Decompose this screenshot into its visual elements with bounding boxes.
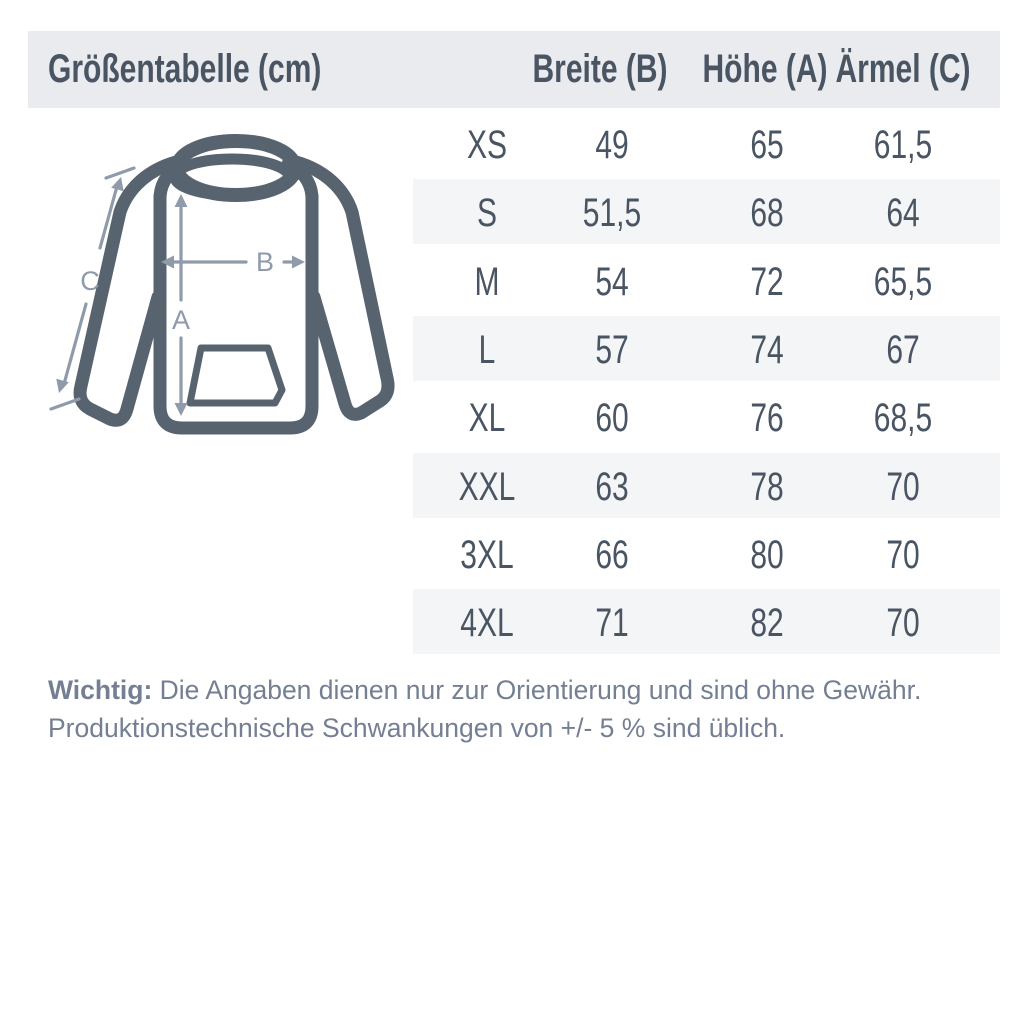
measure-value: 49 [595,123,629,167]
dim-c-arrowhead-up [111,177,124,192]
table-row: L 57 74 67 [413,315,1000,381]
dim-label-a: A [172,305,190,335]
footnote-lead: Wichtig: [48,675,153,705]
hood-collar [169,153,295,201]
size-label: XXL [458,464,516,509]
dim-c-line [62,302,88,386]
dim-c-tick-bottom [49,397,81,411]
dim-c-arrowhead-down [56,378,69,393]
footnote-line1: Die Angaben dienen nur zur Orientierung … [159,675,922,705]
measure-value: 54 [595,259,629,304]
dim-a-arrowhead-down [174,403,188,416]
dim-b-arrowhead-right [292,255,305,269]
dim-a-arrowhead-up [174,194,188,207]
measure-value: 61,5 [873,123,933,167]
torso-outline [153,157,319,435]
table-row: XXL 63 78 70 [413,452,1000,518]
measure-value: 74 [750,327,784,372]
column-header-breite: Breite (B) [532,47,668,91]
size-label: L [478,327,496,372]
pocket-outline [186,344,286,407]
page-title: Größentabelle (cm) [48,47,322,91]
size-label: XS [466,123,508,167]
measure-value: 64 [886,191,920,236]
table-row: 4XL 71 82 70 [413,589,1000,655]
measure-value: 51,5 [582,191,642,236]
dim-c-line [98,188,118,250]
measure-value: 65 [750,123,784,167]
table-row: 3XL 66 80 70 [413,521,1000,586]
table-row: M 54 72 65,5 [413,248,1000,313]
footnote: Wichtig: Die Angaben dienen nur zur Orie… [48,671,921,747]
measure-value: 67 [886,327,920,372]
size-label: 4XL [460,601,514,646]
measure-value: 80 [750,532,784,577]
dim-label-b: B [256,247,274,277]
measure-value: 82 [750,601,784,646]
measure-value: 66 [595,532,629,577]
measure-value: 76 [750,396,784,441]
measure-value: 70 [886,601,920,646]
measure-value: 68 [750,191,784,236]
size-label: M [474,259,500,304]
measure-value: 70 [886,464,920,509]
left-sleeve [73,155,183,427]
size-label: 3XL [460,532,514,577]
table-header: Größentabelle (cm) Breite (B) Höhe (A) Ä… [28,31,1000,108]
size-label: XL [468,396,506,441]
measure-value: 72 [750,259,784,304]
measure-value: 63 [595,464,629,509]
table-row: XL 60 76 68,5 [413,384,1000,449]
dim-c-tick-top [104,166,136,180]
table-row: S 51,5 68 64 [413,179,1000,245]
measure-value: 57 [595,327,629,372]
table-row: XS 49 65 61,5 [413,111,1000,176]
size-label: S [476,191,498,236]
measure-value: 65,5 [873,259,933,304]
column-header-hoehe: Höhe (A) [702,47,828,91]
measure-value: 68,5 [873,396,933,441]
measure-value: 78 [750,464,784,509]
dim-label-c: C [80,266,100,296]
measure-value: 70 [886,532,920,577]
hoodie-diagram: A B C [49,134,395,435]
measure-value: 71 [595,601,629,646]
right-sleeve [289,155,395,421]
column-header-aermel: Ärmel (C) [835,47,971,91]
footnote-line2: Produktionstechnische Schwankungen von +… [48,713,786,743]
dim-b-arrowhead-left [161,255,174,269]
measure-value: 60 [595,396,629,441]
